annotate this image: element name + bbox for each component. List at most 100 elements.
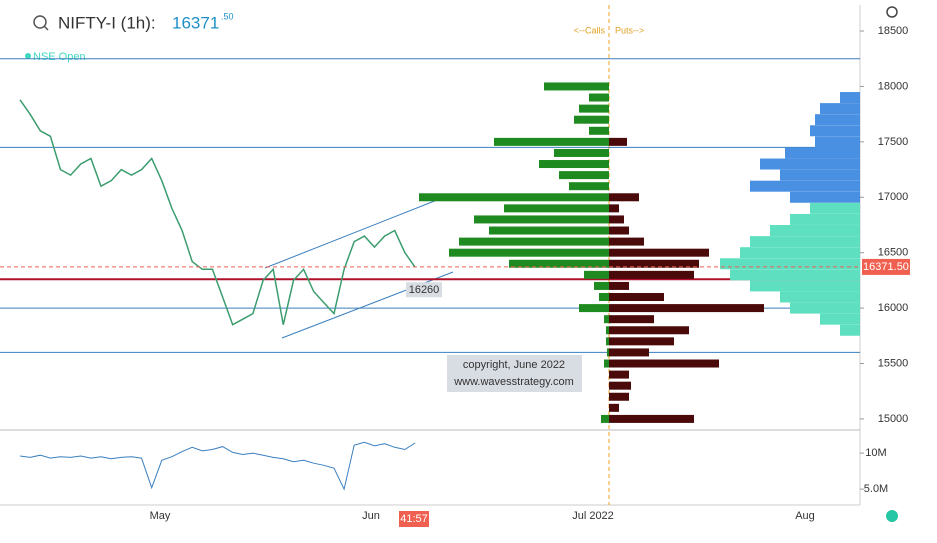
volume-tick-label: 10M [865, 447, 886, 459]
x-tick-label: May [150, 510, 171, 522]
x-tick-label: Jun [362, 510, 380, 522]
channel-upper [264, 199, 438, 269]
put-oi-bar [609, 359, 719, 368]
x-tick-label: Jul 2022 [572, 510, 614, 522]
put-oi-bar [609, 226, 629, 235]
status: NSE Open [33, 51, 86, 63]
profile-bar [740, 247, 860, 259]
y-tick-label: 17500 [878, 136, 909, 148]
put-oi-bar [609, 137, 627, 146]
call-oi-bar [554, 148, 609, 157]
copyright: copyright, June 2022 [463, 359, 565, 371]
y-tick-label: 16500 [878, 247, 909, 259]
call-oi-bar [606, 337, 609, 346]
call-oi-bar [574, 115, 609, 124]
profile-bar [815, 114, 860, 126]
y-tick-label: 16000 [878, 302, 909, 314]
put-oi-bar [609, 237, 644, 246]
put-oi-bar [609, 315, 654, 324]
timer: 41:57 [400, 513, 428, 525]
call-oi-bar [494, 137, 609, 146]
profile-bar [790, 191, 860, 203]
y-tick-label: 18500 [878, 25, 909, 37]
put-oi-bar [609, 381, 631, 390]
calls-label: <--Calls [574, 25, 606, 35]
call-oi-bar [559, 171, 609, 180]
put-oi-bar [609, 348, 649, 357]
profile-bar [810, 202, 860, 214]
profile-bar [770, 225, 860, 237]
put-oi-bar [609, 370, 629, 379]
put-oi-bar [609, 270, 694, 279]
put-oi-bar [609, 337, 674, 346]
put-oi-bar [609, 392, 629, 401]
put-oi-bar [609, 259, 699, 268]
profile-bar [810, 125, 860, 137]
profile-bar [780, 169, 860, 181]
call-oi-bar [449, 248, 609, 257]
volume-tick-label: 5.0M [864, 483, 888, 495]
put-oi-bar [609, 326, 689, 335]
call-oi-bar [579, 304, 609, 313]
settings-icon[interactable] [886, 6, 898, 18]
put-oi-bar [609, 204, 619, 213]
profile-bar [815, 136, 860, 148]
put-oi-bar [609, 414, 694, 423]
timer-box [399, 511, 429, 527]
call-oi-bar [604, 315, 609, 324]
last-price-box [862, 258, 910, 275]
support-label: 16260 [409, 284, 440, 296]
put-oi-bar [609, 403, 619, 412]
put-oi-bar [609, 215, 624, 224]
call-oi-bar [607, 348, 609, 357]
profile-bar [730, 269, 860, 281]
call-oi-bar [504, 204, 609, 213]
price: 16371 [172, 13, 219, 32]
status-dot [25, 53, 31, 59]
profile-bar [760, 158, 860, 170]
put-oi-bar [609, 293, 664, 302]
profile-bar [840, 92, 860, 104]
profile-bar [750, 280, 860, 292]
profile-bar [790, 213, 860, 225]
call-oi-bar [589, 126, 609, 135]
profile-bar [780, 291, 860, 303]
call-oi-bar [489, 226, 609, 235]
support-label-box [406, 282, 442, 298]
y-tick-label: 15000 [878, 413, 909, 425]
call-oi-bar [579, 104, 609, 113]
call-oi-bar [594, 281, 609, 290]
call-oi-bar [474, 215, 609, 224]
profile-bar [750, 236, 860, 248]
call-oi-bar [589, 93, 609, 102]
puts-label: Puts--> [615, 25, 644, 35]
call-oi-bar [569, 182, 609, 191]
profile-bar [820, 103, 860, 115]
last-price-label: 16371.50 [863, 261, 909, 273]
call-oi-bar [599, 293, 609, 302]
call-oi-bar [606, 326, 609, 335]
price-decimals: .50 [221, 11, 234, 21]
put-oi-bar [609, 248, 709, 257]
call-oi-bar [601, 414, 609, 423]
profile-bar [820, 313, 860, 325]
put-oi-bar [609, 281, 629, 290]
call-oi-bar [584, 270, 609, 279]
y-tick-label: 18000 [878, 80, 909, 92]
profile-bar [840, 324, 860, 336]
x-tick-label: Aug [795, 510, 815, 522]
call-oi-bar [539, 160, 609, 169]
y-tick-label: 15500 [878, 357, 909, 369]
profile-bar [790, 302, 860, 314]
symbol: NIFTY-I (1h): [58, 13, 156, 32]
call-oi-bar [544, 82, 609, 91]
y-tick-label: 17000 [878, 191, 909, 203]
website: www.wavesstrategy.com [453, 376, 574, 388]
search-icon[interactable] [33, 15, 47, 29]
profile-bar [750, 180, 860, 192]
put-oi-bar [609, 193, 639, 202]
copyright-box [447, 355, 582, 392]
call-oi-bar [419, 193, 609, 202]
call-oi-bar [604, 359, 609, 368]
put-oi-bar [609, 304, 764, 313]
